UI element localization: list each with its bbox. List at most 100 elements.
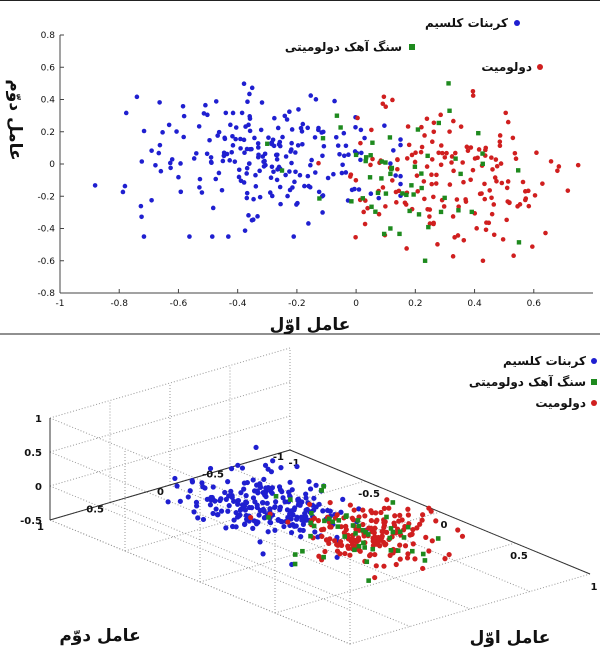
data-point (244, 195, 250, 201)
data-point (394, 200, 399, 205)
data-point (259, 100, 265, 105)
legend-label-calcium-carbonate-3d: کربنات کلسیم (503, 354, 586, 368)
data-point (320, 136, 326, 141)
data-point-3d (383, 541, 389, 547)
data-point (455, 233, 461, 238)
data-point (241, 180, 247, 185)
data-point (255, 141, 261, 146)
data-point (360, 196, 365, 201)
data-point-3d (360, 521, 366, 528)
x-tick-label: 0.2 (408, 299, 422, 309)
data-point (494, 178, 499, 184)
data-point (368, 191, 374, 197)
data-point-3d (262, 490, 268, 497)
data-point-3d (311, 515, 318, 521)
data-point (271, 169, 276, 175)
y-tick-label: 0.2 (41, 128, 55, 138)
data-point-3d (253, 444, 259, 451)
data-point-3d (187, 488, 193, 494)
data-point (494, 163, 500, 169)
data-point-3d (369, 510, 375, 516)
data-point (358, 127, 364, 133)
data-point (297, 172, 303, 178)
grid-line (49, 519, 351, 645)
data-point (414, 173, 420, 178)
data-point (429, 157, 435, 162)
data-point (325, 175, 331, 181)
data-point-3d (435, 536, 441, 541)
data-point (422, 196, 427, 202)
data-point (278, 201, 283, 207)
data-point (207, 137, 212, 143)
data-point-3d (352, 547, 357, 553)
data-point (169, 157, 175, 162)
data-point-3d (172, 475, 178, 482)
data-point-3d (254, 488, 260, 494)
data-point-3d (320, 508, 326, 514)
data-point (426, 224, 431, 230)
data-point (160, 130, 165, 135)
legend-label-dolomite: دولومیت (481, 60, 532, 75)
data-point-3d (303, 514, 309, 520)
data-point (285, 193, 290, 199)
data-point (362, 135, 367, 141)
data-point (141, 128, 147, 134)
tick-label-3d: 0.5 (510, 551, 528, 562)
data-point (469, 209, 474, 215)
data-point-3d (239, 465, 246, 471)
data-point (575, 162, 581, 168)
data-point (289, 147, 294, 152)
data-point (279, 168, 285, 173)
data-point (380, 185, 386, 190)
data-point-3d (353, 531, 358, 536)
data-point (238, 146, 243, 151)
data-point (246, 213, 251, 218)
data-point (305, 125, 311, 131)
data-point (228, 122, 233, 128)
data-point-3d (433, 518, 439, 524)
data-point (123, 110, 129, 116)
data-point (353, 234, 358, 240)
data-point (289, 140, 294, 146)
data-point (362, 221, 368, 227)
data-point (178, 161, 183, 166)
data-point (431, 120, 437, 126)
data-point (449, 160, 454, 165)
data-point-3d (265, 466, 271, 472)
data-point (446, 81, 451, 86)
y-tick-label: -0.4 (37, 225, 55, 235)
data-point (337, 151, 342, 157)
x-ticks: -1 -0.8 -0.6 -0.4 -0.2 0 0.2 0.4 0.6 (56, 289, 541, 309)
data-point (312, 135, 318, 140)
data-point (482, 181, 487, 187)
data-point-3d (243, 493, 249, 499)
data-point (210, 205, 216, 211)
data-point (470, 93, 476, 98)
data-point (199, 190, 205, 195)
data-point-3d (388, 526, 394, 531)
data-point-3d (238, 490, 244, 496)
data-point (383, 160, 388, 165)
data-point (355, 115, 360, 121)
data-point (510, 135, 516, 141)
data-point (370, 156, 375, 162)
data-point (555, 168, 560, 174)
data-point (229, 150, 235, 155)
data-point-3d (243, 500, 250, 506)
data-point (404, 192, 409, 198)
scatter-2d-chart: -1 -0.8 -0.6 -0.4 -0.2 0 0.2 0.4 0.6 0.80.60.40.… (0, 0, 600, 335)
data-point-3d (218, 508, 225, 514)
data-point-3d (244, 479, 250, 486)
data-point-3d (409, 531, 415, 537)
data-point-3d (257, 484, 264, 490)
data-point-3d (306, 478, 312, 485)
data-point (353, 124, 358, 130)
data-point (293, 169, 298, 175)
legend: کربنات کلسیم سنگ آهک دولومیتی دولومیت (285, 16, 543, 75)
data-point (176, 174, 181, 180)
data-point-3d (300, 527, 306, 534)
data-point-3d (332, 538, 338, 544)
data-point (244, 165, 250, 171)
data-point-3d (378, 509, 384, 516)
